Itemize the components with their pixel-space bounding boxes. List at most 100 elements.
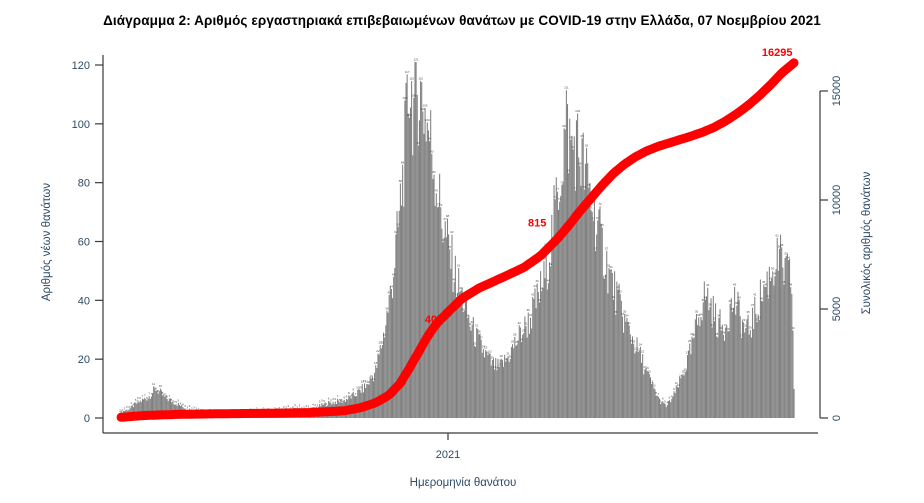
daily-deaths-bar — [725, 327, 727, 418]
daily-deaths-bar — [145, 399, 147, 418]
bar-value-label: 7 — [142, 394, 144, 398]
daily-deaths-bar — [772, 271, 774, 418]
bar-value-label: 25 — [688, 339, 692, 343]
bar-value-label: 34 — [717, 313, 721, 317]
daily-deaths-bar — [536, 283, 538, 418]
daily-deaths-bar — [489, 353, 491, 418]
daily-deaths-bar — [623, 332, 625, 418]
x-axis: 2021 Ημερομηνία θανάτου — [410, 433, 516, 489]
daily-deaths-bar — [736, 305, 738, 418]
bar-value-label: 25 — [511, 340, 515, 344]
bar-value-label: 38 — [708, 303, 712, 307]
right-axis-tick-label: 5000 — [831, 297, 843, 321]
daily-deaths-bar — [480, 339, 482, 418]
bar-value-label: 78 — [583, 185, 587, 189]
daily-deaths-bar — [785, 256, 787, 418]
bar-value-label: 5 — [135, 398, 137, 402]
bar-value-label: 2 — [198, 407, 200, 411]
daily-deaths-bar — [472, 317, 474, 418]
daily-deaths-bar — [665, 407, 667, 418]
bar-value-label: 42 — [619, 290, 623, 294]
daily-deaths-bar — [599, 206, 601, 418]
bar-value-label: 5 — [175, 400, 177, 404]
bar-value-label: 29 — [522, 329, 526, 333]
bar-value-label: 3 — [296, 406, 298, 410]
bar-value-label: 52 — [549, 262, 553, 266]
daily-deaths-bar — [393, 276, 395, 418]
daily-deaths-bar — [655, 395, 657, 418]
daily-deaths-bar — [740, 337, 742, 418]
bar-value-label: 11 — [152, 382, 155, 386]
daily-deaths-bar — [532, 297, 534, 418]
bar-value-label: 7 — [355, 392, 357, 396]
daily-deaths-bar — [609, 269, 611, 418]
daily-deaths-bar — [649, 377, 652, 418]
daily-deaths-bar — [766, 271, 768, 418]
daily-deaths-bar — [607, 293, 609, 418]
bar-value-label: 17 — [643, 365, 647, 369]
daily-deaths-bar — [578, 157, 580, 418]
daily-deaths-bar — [417, 145, 419, 419]
bar-value-label: 5 — [177, 398, 179, 402]
bar-value-label: 3 — [308, 405, 310, 409]
daily-deaths-bar — [462, 311, 464, 418]
bar-value-label: 98 — [562, 124, 566, 128]
daily-deaths-bar — [737, 291, 739, 418]
bar-value-label: 46 — [547, 279, 551, 283]
bar-value-label: 34 — [699, 313, 703, 317]
bar-value-label: 8 — [162, 391, 164, 395]
daily-deaths-bar — [522, 334, 524, 418]
daily-deaths-bar — [384, 337, 386, 418]
daily-deaths-bar — [505, 361, 507, 418]
daily-deaths-bar — [592, 220, 594, 418]
daily-deaths-bar — [753, 329, 755, 418]
bar-value-label: 34 — [625, 313, 629, 317]
daily-deaths-bar — [689, 343, 691, 418]
daily-deaths-bar — [134, 402, 136, 418]
daily-deaths-bar — [713, 321, 715, 418]
daily-deaths-bar — [757, 314, 759, 418]
daily-deaths-bar — [577, 113, 579, 418]
bar-value-label: 44 — [533, 284, 537, 288]
daily-deaths-bar — [542, 287, 544, 418]
daily-deaths-bar — [561, 184, 563, 418]
bar-value-label: 78 — [587, 183, 591, 187]
daily-deaths-bar — [501, 360, 503, 418]
daily-deaths-bar — [161, 390, 163, 418]
daily-deaths-bar — [469, 326, 471, 418]
bar-value-label: 91 — [571, 145, 575, 149]
daily-deaths-bar — [470, 330, 472, 418]
bar-value-label: 10 — [356, 385, 360, 389]
daily-deaths-bar — [429, 141, 431, 419]
daily-deaths-bar — [716, 336, 718, 418]
daily-deaths-bar — [621, 316, 623, 418]
daily-deaths-bar — [143, 399, 145, 418]
bar-value-label: 47 — [769, 277, 773, 281]
daily-deaths-bar — [140, 402, 142, 418]
daily-deaths-bar — [681, 375, 683, 418]
daily-deaths-bar — [152, 393, 154, 418]
bar-value-label: 31 — [711, 323, 715, 327]
daily-deaths-bar — [415, 62, 417, 419]
bar-value-label: 29 — [726, 327, 730, 331]
bar-value-label: 4 — [666, 400, 668, 404]
daily-deaths-bar — [718, 317, 720, 418]
daily-deaths-bar — [438, 206, 440, 418]
bar-value-label: 5 — [330, 398, 332, 402]
daily-deaths-bar — [693, 337, 695, 418]
daily-deaths-bar — [674, 393, 676, 418]
daily-deaths-bar — [439, 173, 441, 418]
daily-deaths-bar — [702, 302, 704, 418]
daily-deaths-bar — [508, 362, 510, 418]
daily-deaths-bar — [588, 187, 590, 418]
bar-value-label: 34 — [697, 313, 701, 317]
daily-deaths-bar — [579, 165, 581, 418]
daily-deaths-bar — [515, 345, 517, 418]
daily-deaths-bar — [586, 147, 588, 418]
daily-deaths-bar — [516, 344, 518, 418]
daily-deaths-bar — [435, 193, 437, 418]
bar-value-label: 5 — [341, 398, 343, 402]
bar-value-label: 72 — [439, 203, 443, 207]
daily-deaths-bar — [402, 164, 404, 418]
